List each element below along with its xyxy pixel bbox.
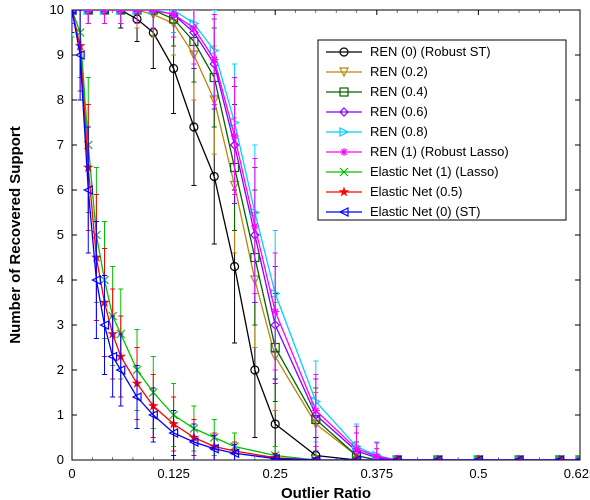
ytick-label: 1 — [57, 407, 64, 422]
ytick-label: 0 — [57, 452, 64, 467]
xtick-label: 0.125 — [157, 466, 190, 481]
ytick-label: 4 — [57, 272, 64, 287]
xtick-label: 0.25 — [263, 466, 288, 481]
legend-label: REN (0) (Robust ST) — [370, 44, 491, 59]
legend-label: REN (0.8) — [370, 124, 428, 139]
legend-label: REN (0.2) — [370, 64, 428, 79]
y-axis-label: Number of Recovered Support — [7, 126, 24, 344]
legend-label: Elastic Net (1) (Lasso) — [370, 164, 499, 179]
x-axis-label: Outlier Ratio — [281, 485, 371, 500]
legend-label: Elastic Net (0) (ST) — [370, 204, 481, 219]
legend-label: REN (0.4) — [370, 84, 428, 99]
ytick-label: 9 — [57, 47, 64, 62]
legend-label: REN (0.6) — [370, 104, 428, 119]
ytick-label: 10 — [50, 2, 64, 17]
xtick-label: 0.5 — [469, 466, 487, 481]
ytick-label: 3 — [57, 317, 64, 332]
legend: REN (0) (Robust ST) REN (0.2) REN (0.4) REN… — [318, 40, 566, 220]
ytick-label: 8 — [57, 92, 64, 107]
chart-container: 0 1 2 3 4 5 6 7 8 9 10 0 0.125 0.25 0.375 0.5 0.625 Numbe… — [0, 0, 590, 500]
xtick-label: 0 — [68, 466, 75, 481]
legend-label: Elastic Net (0.5) — [370, 184, 462, 199]
ytick-label: 2 — [57, 362, 64, 377]
xtick-label: 0.625 — [564, 466, 590, 481]
xtick-label: 0.375 — [361, 466, 394, 481]
ytick-label: 6 — [57, 182, 64, 197]
legend-label: REN (1) (Robust Lasso) — [370, 144, 509, 159]
ytick-label: 5 — [57, 227, 64, 242]
chart-svg: 0 1 2 3 4 5 6 7 8 9 10 0 0.125 0.25 0.375 0.5 0.625 Numbe… — [0, 0, 590, 500]
ytick-label: 7 — [57, 137, 64, 152]
